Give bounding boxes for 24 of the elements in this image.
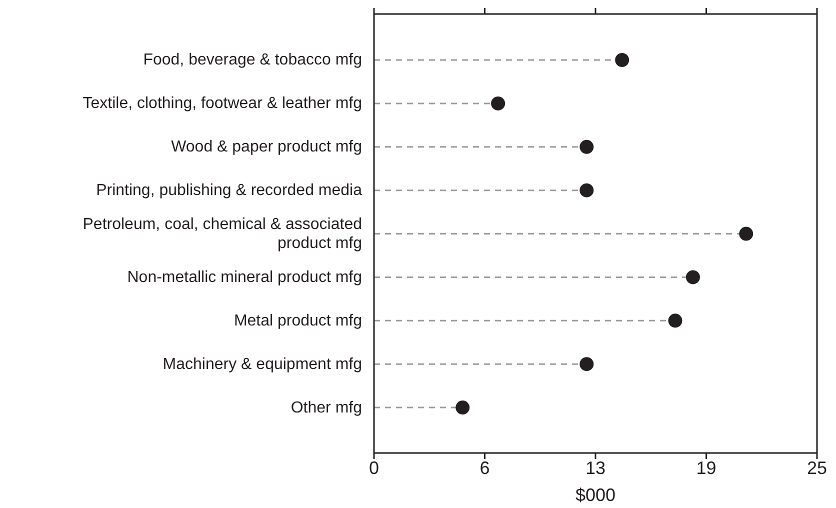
- y-tick-label: Food, beverage & tobacco mfg: [143, 52, 362, 69]
- y-tick-label: Machinery & equipment mfg: [162, 356, 362, 373]
- point: [739, 226, 754, 241]
- point: [456, 400, 470, 415]
- point: [668, 314, 682, 328]
- y-tick-label: Metal product mfg: [234, 312, 362, 330]
- y-tick-label: Non-metallic mineral product mfg: [127, 268, 362, 286]
- y-tick-label: Textile, clothing, footwear & leather mfg: [82, 95, 362, 112]
- point: [615, 53, 630, 67]
- x-tick-label: 25: [806, 458, 828, 478]
- y-tick-label: Printing, publishing & recorded media: [96, 182, 362, 200]
- x-tick-label: 0: [368, 458, 380, 478]
- y-tick-label: Other mfg: [290, 399, 362, 416]
- point: [580, 357, 594, 372]
- x-tick-label: 19: [696, 458, 716, 478]
- y-tick-label: Wood & paper product mfg: [171, 138, 362, 156]
- x-axis-title: $000: [575, 485, 616, 505]
- x-tick-label: 6: [480, 458, 490, 478]
- point: [686, 270, 700, 284]
- y-tick-label: Petroleum, coal, chemical & associated product mfg: [82, 216, 362, 252]
- point: [580, 140, 594, 154]
- point: [491, 96, 506, 110]
- point: [580, 183, 594, 198]
- x-tick-label: 13: [585, 458, 606, 478]
